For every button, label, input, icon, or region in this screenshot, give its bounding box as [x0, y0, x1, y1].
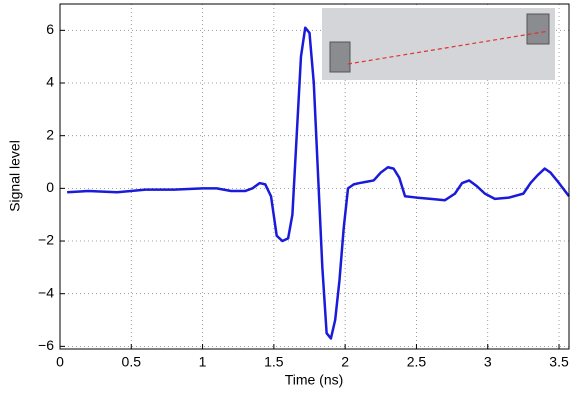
- antenna-left: [330, 42, 350, 72]
- x-tick-label: 3.5: [549, 354, 569, 370]
- y-axis-label: Signal level: [7, 140, 23, 212]
- y-tick-label: 6: [46, 21, 54, 37]
- y-tick-label: 4: [46, 74, 54, 90]
- antenna-right: [527, 14, 549, 44]
- inset-image: [322, 8, 555, 80]
- y-tick-label: 0: [46, 179, 54, 195]
- x-tick-label: 1.5: [264, 354, 284, 370]
- y-tick-label: −4: [38, 284, 54, 300]
- x-tick-label: 0: [56, 354, 64, 370]
- x-tick-label: 2: [341, 354, 349, 370]
- x-tick-label: 3: [484, 354, 492, 370]
- y-tick-label: −6: [38, 337, 54, 353]
- x-tick-label: 2.5: [407, 354, 427, 370]
- chart: Time (ns) Signal level 0 0.5 1 1.5 2 2.5 3 3.5 −…: [0, 0, 572, 396]
- y-tick-label: −2: [38, 232, 54, 248]
- y-tick-label: 2: [46, 126, 54, 142]
- inset-background: [322, 8, 555, 80]
- x-tick-label: 1: [199, 354, 207, 370]
- x-tick-label: 0.5: [122, 354, 142, 370]
- x-axis-label: Time (ns): [285, 372, 344, 388]
